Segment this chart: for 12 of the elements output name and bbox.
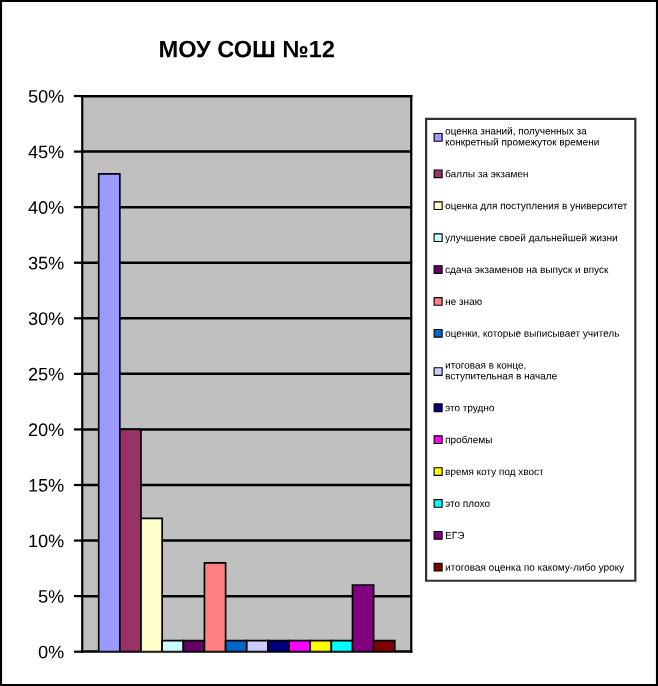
y-tick-label: 15%	[29, 479, 64, 492]
y-tick-label: 45%	[28, 145, 64, 159]
y-tick-label: 5%	[38, 590, 64, 603]
y-tick-label: 40%	[28, 201, 64, 214]
chart-title: МОУ СОШ №12	[160, 40, 334, 58]
y-tick-label: 20%	[28, 423, 64, 437]
y-tick-label: 35%	[28, 256, 64, 270]
y-tick-label: 0%	[38, 645, 64, 659]
y-tick-label: 30%	[28, 312, 64, 326]
y-tick-label: 50%	[28, 89, 64, 103]
y-tick-label: 10%	[29, 534, 64, 548]
y-tick-label: 25%	[28, 367, 64, 381]
